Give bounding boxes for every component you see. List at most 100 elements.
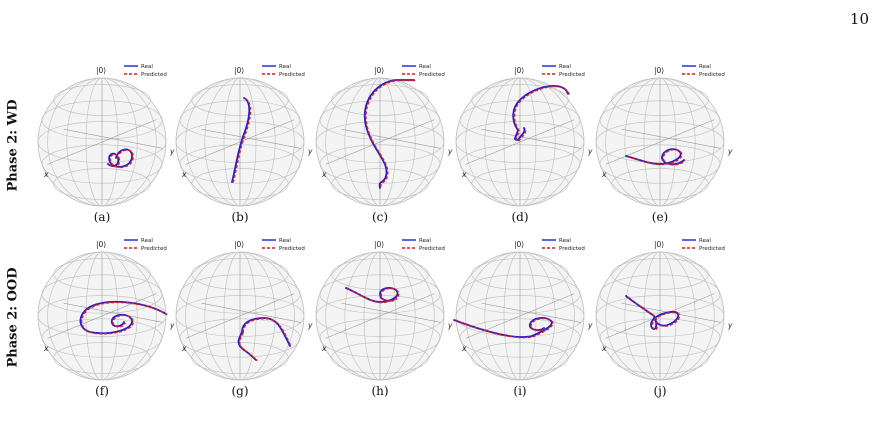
legend: Real Predicted bbox=[542, 238, 585, 252]
legend-predicted-label: Predicted bbox=[141, 72, 167, 78]
panel-caption: (a) bbox=[93, 210, 111, 224]
panel-caption: (b) bbox=[231, 210, 249, 224]
legend-real-label: Real bbox=[559, 64, 571, 70]
legend: Real Predicted bbox=[402, 64, 445, 78]
legend: Real Predicted bbox=[262, 238, 305, 252]
label-axis-x: x bbox=[43, 344, 49, 353]
bloch-panel: |0⟩ |1⟩ x y Real Predicted (j) bbox=[586, 232, 734, 404]
sphere-axis bbox=[621, 302, 721, 323]
panel-caption: (g) bbox=[231, 384, 249, 398]
label-ket-0: |0⟩ bbox=[514, 66, 524, 75]
sphere-axis bbox=[325, 119, 435, 165]
sphere-axis bbox=[201, 302, 301, 323]
label-axis-y: y bbox=[447, 147, 453, 156]
sphere-axis bbox=[481, 302, 581, 323]
legend-predicted-label: Predicted bbox=[699, 246, 725, 252]
label-ket-1: |1⟩ bbox=[374, 209, 384, 210]
legend-real-label: Real bbox=[419, 238, 431, 244]
label-axis-x: x bbox=[601, 344, 607, 353]
legend-real-label: Real bbox=[559, 238, 571, 244]
legend-predicted-label: Predicted bbox=[141, 246, 167, 252]
legend-real-label: Real bbox=[419, 64, 431, 70]
legend: Real Predicted bbox=[402, 238, 445, 252]
bloch-sphere: |0⟩ |1⟩ x y Real Predicted bbox=[455, 64, 593, 210]
legend-real-label: Real bbox=[699, 64, 711, 70]
panel-caption: (e) bbox=[651, 210, 669, 224]
label-axis-y: y bbox=[587, 147, 593, 156]
label-axis-y: y bbox=[169, 321, 175, 330]
label-axis-y: y bbox=[447, 321, 453, 330]
bloch-panel: |0⟩ |1⟩ x y Real Predicted (g) bbox=[166, 232, 314, 404]
sphere-axis bbox=[185, 119, 295, 165]
label-axis-x: x bbox=[601, 170, 607, 179]
label-axis-y: y bbox=[587, 321, 593, 330]
sphere-axis bbox=[341, 128, 441, 149]
sphere-axis bbox=[481, 128, 581, 149]
panel-caption: (h) bbox=[371, 384, 389, 398]
row-label-wd: Phase 2: WD bbox=[2, 70, 24, 220]
label-ket-1: |1⟩ bbox=[96, 383, 106, 384]
bloch-sphere: |0⟩ |1⟩ x y Real Predicted bbox=[595, 64, 733, 210]
bloch-sphere: |0⟩ |1⟩ x y Real Predicted bbox=[315, 64, 453, 210]
label-ket-0: |0⟩ bbox=[234, 66, 244, 75]
legend-predicted-label: Predicted bbox=[279, 246, 305, 252]
bloch-panel: |0⟩ |1⟩ x y Real Predicted (f) bbox=[28, 232, 176, 404]
legend-predicted-label: Predicted bbox=[559, 246, 585, 252]
legend-predicted-label: Predicted bbox=[419, 72, 445, 78]
trajectory-real bbox=[453, 317, 553, 338]
sphere-axis bbox=[621, 128, 721, 149]
trajectory-predicted bbox=[239, 317, 292, 362]
trajectory-predicted bbox=[627, 149, 686, 166]
sphere-axis bbox=[63, 128, 163, 149]
trajectory-predicted bbox=[81, 301, 168, 335]
bloch-panel: |0⟩ |1⟩ x y Real Predicted (h) bbox=[306, 232, 454, 404]
label-axis-y: y bbox=[727, 321, 733, 330]
bloch-sphere: |0⟩ |1⟩ x y Real Predicted bbox=[453, 238, 593, 384]
sphere-axis bbox=[341, 302, 441, 323]
label-ket-0: |0⟩ bbox=[654, 240, 664, 249]
label-ket-1: |1⟩ bbox=[234, 209, 244, 210]
label-axis-y: y bbox=[307, 147, 313, 156]
bloch-sphere: |0⟩ |1⟩ x y Real Predicted bbox=[315, 238, 453, 384]
label-ket-1: |1⟩ bbox=[234, 383, 244, 384]
sphere-axis bbox=[47, 293, 157, 339]
row-label-ood: Phase 2: OOD bbox=[2, 242, 24, 392]
sphere-axis bbox=[47, 119, 157, 165]
legend: Real Predicted bbox=[542, 64, 585, 78]
bloch-panel: |0⟩ |1⟩ x y Real Predicted (d) bbox=[446, 58, 594, 230]
panel-caption: (f) bbox=[95, 384, 109, 398]
bloch-panel: |0⟩ |1⟩ x y Real Predicted (e) bbox=[586, 58, 734, 230]
label-axis-x: x bbox=[461, 170, 467, 179]
label-ket-0: |0⟩ bbox=[96, 66, 106, 75]
label-ket-1: |1⟩ bbox=[514, 383, 524, 384]
label-axis-x: x bbox=[321, 170, 327, 179]
legend-predicted-label: Predicted bbox=[419, 246, 445, 252]
sphere-axis bbox=[325, 293, 435, 339]
label-axis-y: y bbox=[307, 321, 313, 330]
legend-real-label: Real bbox=[279, 64, 291, 70]
label-ket-1: |1⟩ bbox=[374, 383, 384, 384]
bloch-panel: |0⟩ |1⟩ x y Real Predicted (c) bbox=[306, 58, 454, 230]
label-ket-1: |1⟩ bbox=[514, 209, 524, 210]
bloch-sphere: |0⟩ |1⟩ x y Real Predicted bbox=[175, 64, 313, 210]
label-axis-x: x bbox=[321, 344, 327, 353]
legend-predicted-label: Predicted bbox=[279, 72, 305, 78]
panel-caption: (c) bbox=[371, 210, 389, 224]
trajectory-real bbox=[363, 79, 415, 189]
label-axis-y: y bbox=[169, 147, 175, 156]
bloch-sphere: |0⟩ |1⟩ x y Real Predicted bbox=[175, 238, 313, 384]
legend-real-label: Real bbox=[141, 238, 153, 244]
panel-caption: (j) bbox=[653, 384, 667, 398]
trajectory-real bbox=[231, 97, 251, 183]
label-axis-x: x bbox=[181, 344, 187, 353]
trajectory-predicted bbox=[108, 149, 134, 169]
row-label-wd-text: Phase 2: WD bbox=[5, 98, 21, 192]
label-ket-1: |1⟩ bbox=[654, 209, 664, 210]
label-ket-0: |0⟩ bbox=[96, 240, 106, 249]
panel-caption: (i) bbox=[513, 384, 527, 398]
trajectory-predicted bbox=[454, 317, 554, 339]
label-axis-x: x bbox=[461, 344, 467, 353]
label-ket-0: |0⟩ bbox=[234, 240, 244, 249]
legend-real-label: Real bbox=[279, 238, 291, 244]
label-axis-y: y bbox=[727, 147, 733, 156]
